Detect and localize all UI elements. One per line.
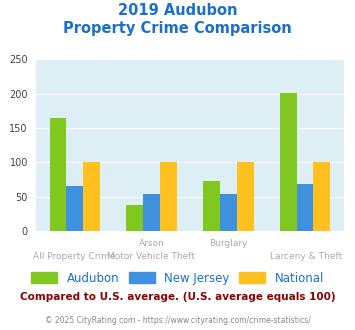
Text: Burglary: Burglary <box>209 239 248 248</box>
Bar <box>220 194 237 231</box>
Text: Compared to U.S. average. (U.S. average equals 100): Compared to U.S. average. (U.S. average … <box>20 292 335 302</box>
Bar <box>66 186 83 231</box>
Bar <box>83 162 100 231</box>
Bar <box>160 162 177 231</box>
Bar <box>296 184 313 231</box>
Bar <box>203 181 220 231</box>
Bar <box>313 162 330 231</box>
Text: Motor Vehicle Theft: Motor Vehicle Theft <box>107 252 195 261</box>
Bar <box>280 93 296 231</box>
Bar <box>143 194 160 231</box>
Text: All Property Crime: All Property Crime <box>33 252 115 261</box>
Bar <box>50 118 66 231</box>
Text: 2019 Audubon: 2019 Audubon <box>118 3 237 18</box>
Text: Arson: Arson <box>138 239 164 248</box>
Bar <box>126 205 143 231</box>
Text: Larceny & Theft: Larceny & Theft <box>270 252 342 261</box>
Bar <box>237 162 253 231</box>
Text: © 2025 CityRating.com - https://www.cityrating.com/crime-statistics/: © 2025 CityRating.com - https://www.city… <box>45 316 310 325</box>
Legend: Audubon, New Jersey, National: Audubon, New Jersey, National <box>31 272 324 284</box>
Text: Property Crime Comparison: Property Crime Comparison <box>63 21 292 36</box>
